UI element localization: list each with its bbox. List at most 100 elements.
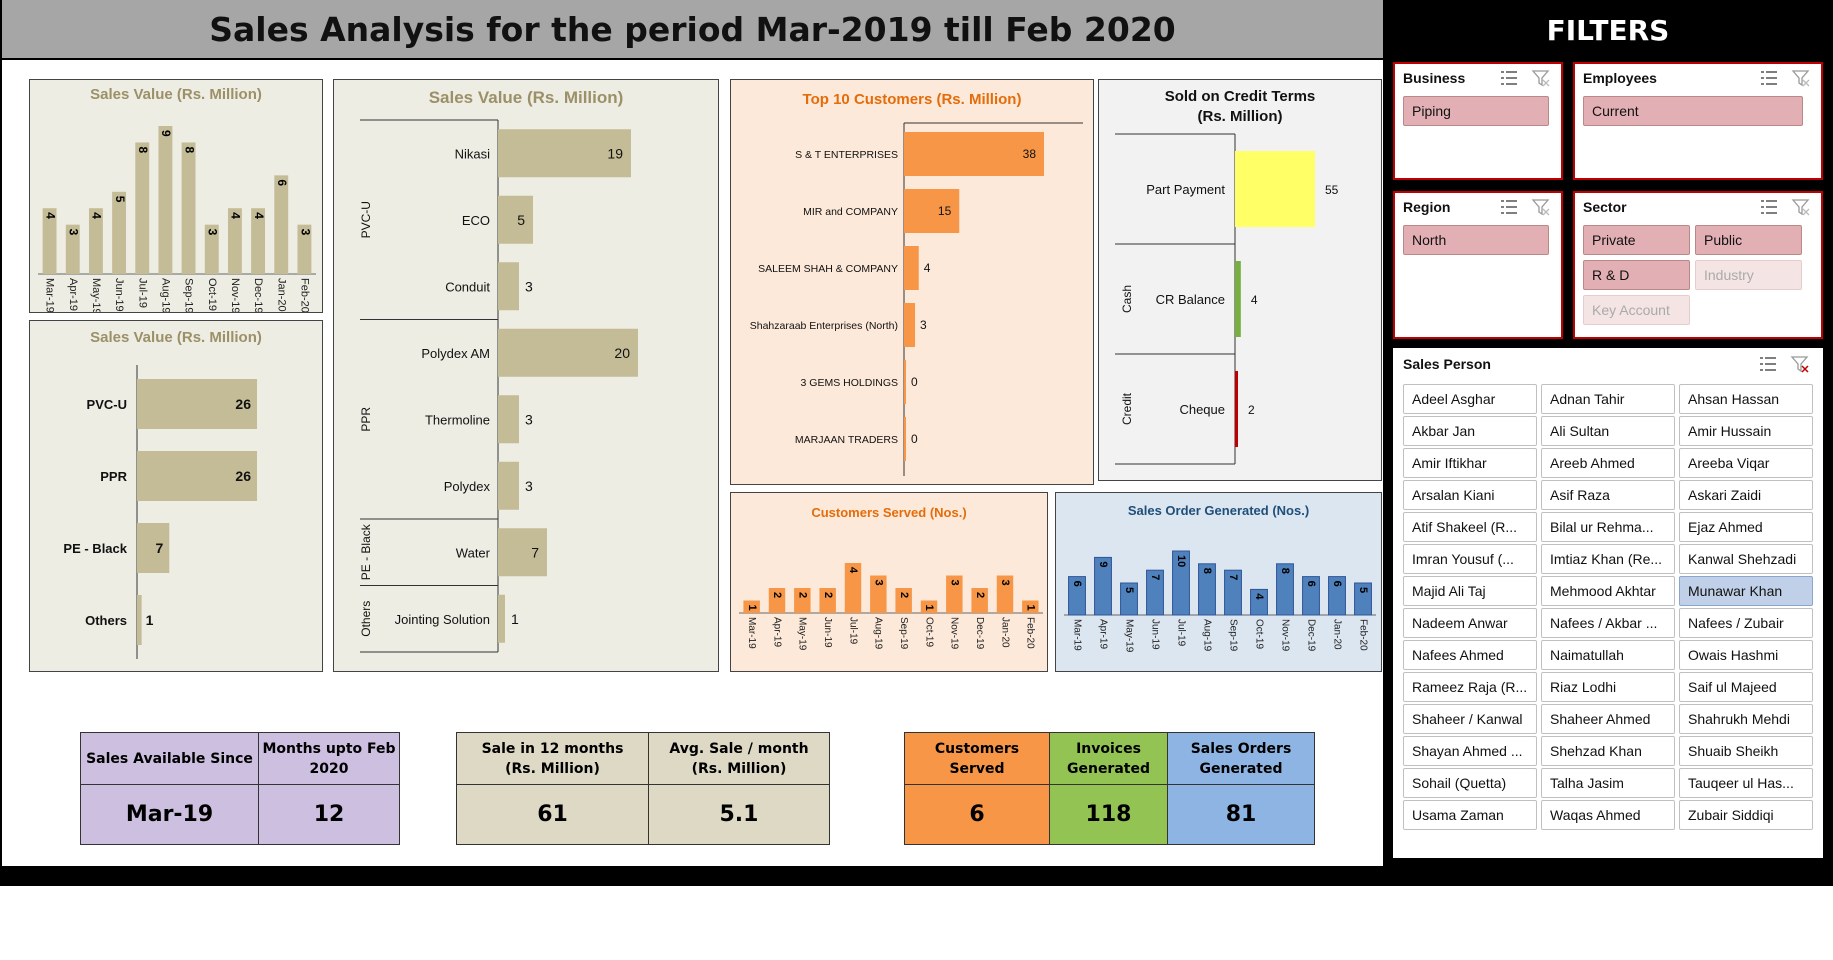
sales-person-item[interactable]: Kanwal Shehzadi bbox=[1679, 544, 1813, 574]
sales-person-item[interactable]: Shayan Ahmed ... bbox=[1403, 736, 1537, 766]
sales-person-item[interactable]: Shaheer Ahmed bbox=[1541, 704, 1675, 734]
data-label: 3 bbox=[525, 478, 533, 494]
sales-orders-panel: Sales Order Generated (Nos.) 6 Mar-19 9 Apr… bbox=[1055, 492, 1382, 672]
sales-person-item[interactable]: Adeel Asghar bbox=[1403, 384, 1537, 414]
category-label: PE - Black bbox=[63, 541, 127, 556]
bar bbox=[137, 523, 170, 573]
data-label: 6 bbox=[275, 179, 289, 186]
data-label: 4 bbox=[43, 212, 57, 219]
sales-person-item[interactable]: Areeba Viqar bbox=[1679, 448, 1813, 478]
category-label: Feb-20 bbox=[1357, 619, 1368, 651]
kpi-sales: Sale in 12 months (Rs. Million) Avg. Sale… bbox=[456, 732, 830, 845]
multi-select-icon[interactable] bbox=[1499, 197, 1519, 217]
sales-person-item[interactable]: Arsalan Kiani bbox=[1403, 480, 1537, 510]
clear-filter-icon[interactable] bbox=[1531, 68, 1551, 88]
sales-person-item[interactable]: Tauqeer ul Has... bbox=[1679, 768, 1813, 798]
sales-person-item[interactable]: Ejaz Ahmed bbox=[1679, 512, 1813, 542]
page-title: Sales Analysis for the period Mar-2019 t… bbox=[209, 9, 1176, 49]
slicer-item[interactable]: Industry bbox=[1695, 260, 1802, 290]
sales-person-item[interactable]: Ali Sultan bbox=[1541, 416, 1675, 446]
sales-person-item[interactable]: Shuaib Sheikh bbox=[1679, 736, 1813, 766]
slicer-item[interactable]: Key Account bbox=[1583, 295, 1690, 325]
data-label: 8 bbox=[136, 146, 150, 153]
category-label: Sep-19 bbox=[898, 617, 909, 650]
sales-person-item[interactable]: Nadeem Anwar bbox=[1403, 608, 1537, 638]
slicer-item[interactable]: R & D bbox=[1583, 260, 1690, 290]
data-label: 6 bbox=[1305, 581, 1317, 587]
multi-select-icon[interactable] bbox=[1758, 354, 1778, 374]
multi-select-icon[interactable] bbox=[1759, 197, 1779, 217]
category-label: Jan-20 bbox=[275, 278, 287, 312]
category-label: Thermoline bbox=[425, 412, 490, 427]
slicer-item[interactable]: Private bbox=[1583, 225, 1690, 255]
clear-filter-icon[interactable] bbox=[1531, 197, 1551, 217]
data-label: 10 bbox=[1175, 555, 1187, 567]
sales-person-item[interactable]: Owais Hashmi bbox=[1679, 640, 1813, 670]
clear-filter-icon[interactable] bbox=[1791, 68, 1811, 88]
bar bbox=[1146, 569, 1164, 616]
multi-select-icon[interactable] bbox=[1499, 68, 1519, 88]
clear-filter-icon[interactable] bbox=[1791, 197, 1811, 217]
bar bbox=[204, 224, 219, 274]
sales-person-item[interactable]: Shahrukh Mehdi bbox=[1679, 704, 1813, 734]
sales-person-item[interactable]: Nafees / Zubair bbox=[1679, 608, 1813, 638]
bar bbox=[498, 528, 547, 577]
data-label: 4 bbox=[252, 212, 266, 219]
sales-person-item[interactable]: Areeb Ahmed bbox=[1541, 448, 1675, 478]
kpi-months-header: Months upto Feb 2020 bbox=[258, 732, 400, 785]
sales-person-item[interactable]: Majid Ali Taj bbox=[1403, 576, 1537, 606]
bar bbox=[904, 417, 906, 461]
sales-person-item[interactable]: Nafees Ahmed bbox=[1403, 640, 1537, 670]
sales-person-item[interactable]: Waqas Ahmed bbox=[1541, 800, 1675, 830]
sales-person-item[interactable]: Asif Raza bbox=[1541, 480, 1675, 510]
data-label: 5 bbox=[517, 212, 525, 228]
bar bbox=[1328, 576, 1346, 616]
sales-person-item[interactable]: Munawar Khan bbox=[1679, 576, 1813, 606]
data-label: 9 bbox=[159, 130, 173, 137]
slicer-item[interactable]: Public bbox=[1695, 225, 1802, 255]
data-label: 2 bbox=[898, 592, 910, 598]
data-label: 15 bbox=[938, 204, 952, 218]
sales-person-item[interactable]: Mehmood Akhtar bbox=[1541, 576, 1675, 606]
bar bbox=[251, 208, 266, 274]
sales-person-item[interactable]: Imtiaz Khan (Re... bbox=[1541, 544, 1675, 574]
slicer-item[interactable]: North bbox=[1403, 225, 1549, 255]
sales-person-item[interactable]: Naimatullah bbox=[1541, 640, 1675, 670]
sales-person-item[interactable]: Zubair Siddiqi bbox=[1679, 800, 1813, 830]
bar bbox=[498, 328, 638, 377]
slicer-item[interactable]: Piping bbox=[1403, 96, 1549, 126]
sales-person-item[interactable]: Adnan Tahir bbox=[1541, 384, 1675, 414]
data-label: 3 bbox=[67, 229, 81, 236]
sector-slicer: Sector Private Public R & D Industry Key Acc… bbox=[1573, 191, 1823, 339]
sales-person-item[interactable]: Rameez Raja (R... bbox=[1403, 672, 1537, 702]
sales-person-item[interactable]: Bilal ur Rehma... bbox=[1541, 512, 1675, 542]
category-label: Sep-19 bbox=[1227, 619, 1238, 652]
clear-filter-icon[interactable] bbox=[1790, 354, 1810, 374]
bar bbox=[274, 175, 289, 274]
category-label: Mar-19 bbox=[1071, 619, 1082, 651]
sales-person-item[interactable]: Usama Zaman bbox=[1403, 800, 1537, 830]
slicer-item[interactable]: Current bbox=[1583, 96, 1803, 126]
multi-select-icon[interactable] bbox=[1759, 68, 1779, 88]
top-customers-chart: S & T ENTERPRISES 38 MIR and COMPANY 15 SALE… bbox=[750, 122, 1083, 476]
sales-person-item[interactable]: Riaz Lodhi bbox=[1541, 672, 1675, 702]
customers-served-panel: Customers Served (Nos.) 1 Mar-19 2 Apr-19 2 M… bbox=[730, 492, 1048, 672]
data-label: 0 bbox=[911, 375, 918, 389]
sales-person-item[interactable]: Askari Zaidi bbox=[1679, 480, 1813, 510]
data-label: 2 bbox=[1248, 403, 1255, 417]
category-label: MIR and COMPANY bbox=[803, 206, 898, 218]
sales-person-item[interactable]: Nafees / Akbar ... bbox=[1541, 608, 1675, 638]
sales-person-item[interactable]: Imran Yousuf (... bbox=[1403, 544, 1537, 574]
sales-person-item[interactable]: Atif Shakeel (R... bbox=[1403, 512, 1537, 542]
sales-person-item[interactable]: Amir Iftikhar bbox=[1403, 448, 1537, 478]
sales-person-item[interactable]: Shaheer / Kanwal bbox=[1403, 704, 1537, 734]
kpi-invoices-header: Invoices Generated bbox=[1049, 732, 1168, 785]
sales-person-item[interactable]: Saif ul Majeed bbox=[1679, 672, 1813, 702]
sales-person-item[interactable]: Talha Jasim bbox=[1541, 768, 1675, 798]
sales-person-item[interactable]: Shehzad Khan bbox=[1541, 736, 1675, 766]
sales-person-item[interactable]: Akbar Jan bbox=[1403, 416, 1537, 446]
category-label: Dec-19 bbox=[1305, 619, 1316, 652]
sales-person-item[interactable]: Ahsan Hassan bbox=[1679, 384, 1813, 414]
sales-person-item[interactable]: Sohail (Quetta) bbox=[1403, 768, 1537, 798]
sales-person-item[interactable]: Amir Hussain bbox=[1679, 416, 1813, 446]
